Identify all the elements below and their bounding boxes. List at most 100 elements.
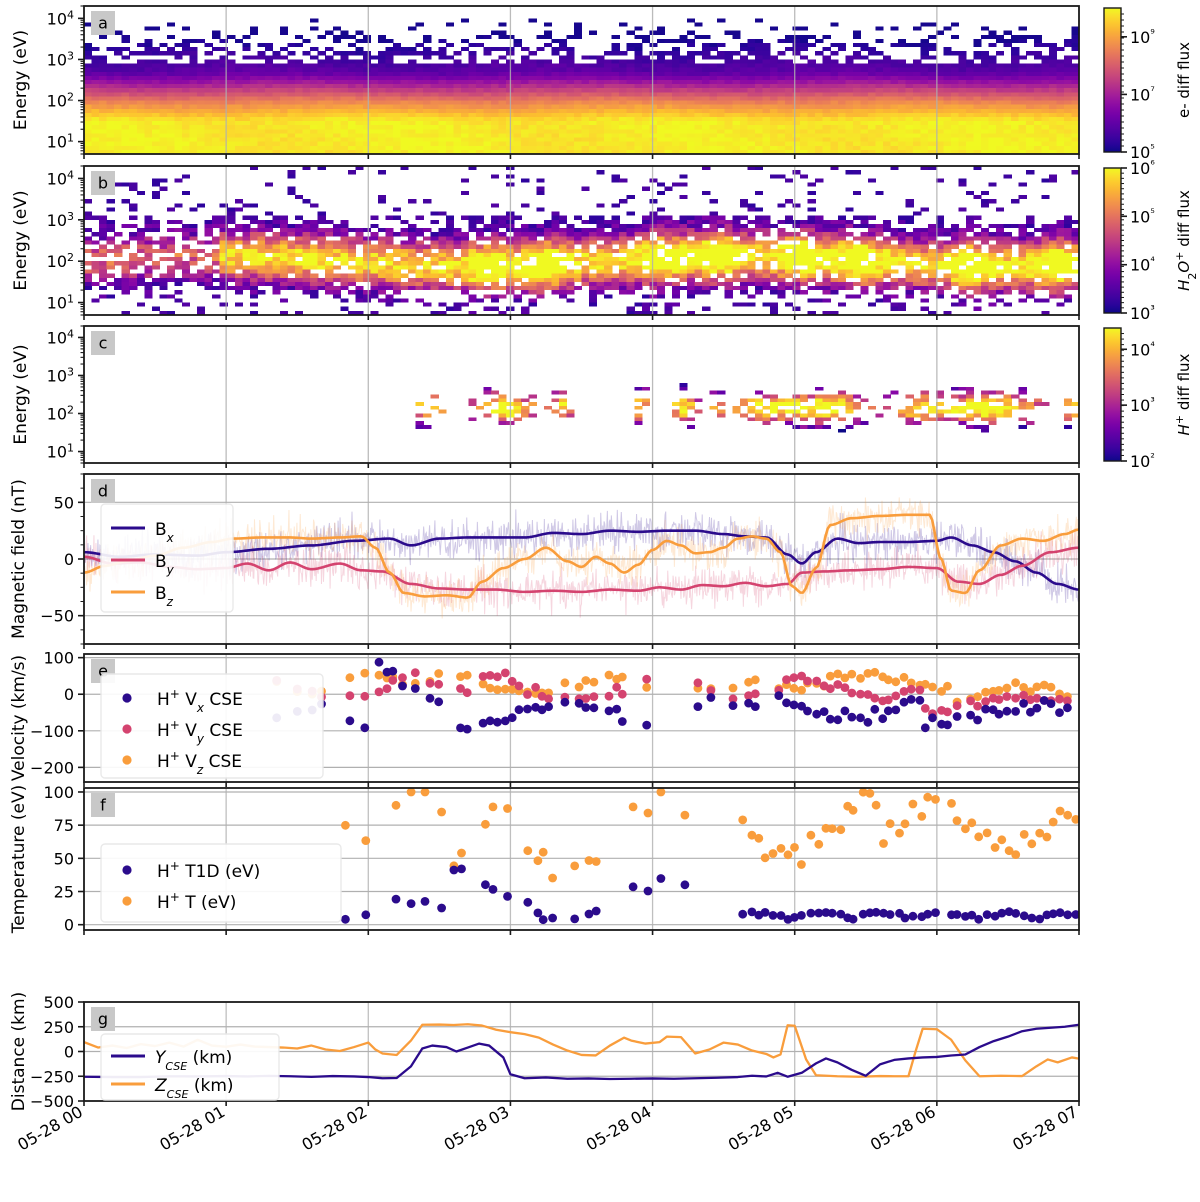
panel-frame bbox=[83, 5, 1080, 155]
scatter-point-t bbox=[1004, 846, 1014, 856]
scatter-point-vz bbox=[797, 685, 806, 695]
scatter-point-vz bbox=[1032, 682, 1042, 692]
scatter-point-vx bbox=[966, 710, 975, 720]
scatter-point-t bbox=[481, 819, 490, 829]
scatter-point-vy bbox=[782, 675, 791, 684]
scatter-point-vy bbox=[706, 686, 716, 695]
scatter-point-vy bbox=[398, 673, 407, 683]
panel-e-velocity: −200 −100 0 100 Velocity (km/s) eH+ Vx CSEH+ … bbox=[9, 649, 1080, 783]
scatter-point-vx bbox=[612, 704, 622, 714]
scatter-point-t bbox=[1035, 828, 1045, 838]
scatter-point-vx bbox=[891, 705, 901, 715]
scatter-point-vy bbox=[952, 701, 962, 711]
scatter-point-vy bbox=[410, 668, 420, 678]
scatter-point-vz bbox=[493, 685, 502, 694]
scatter-point-vz bbox=[1046, 682, 1056, 692]
scatter-point-t1d bbox=[806, 908, 816, 918]
panel-badge bbox=[91, 1007, 115, 1031]
scatter-point-vy bbox=[537, 691, 547, 701]
ytick-label: −250 bbox=[30, 1067, 74, 1086]
ylabel: Magnetic field (nT) bbox=[9, 479, 29, 639]
scatter-point-t bbox=[917, 812, 927, 821]
scatter-point-vz bbox=[937, 687, 946, 696]
ytick-label: 102 bbox=[47, 251, 74, 272]
scatter-point-t bbox=[997, 835, 1007, 845]
scatter-point-t1d bbox=[457, 864, 466, 874]
scatter-point-t1d bbox=[768, 911, 778, 920]
legend-marker-t1d bbox=[122, 865, 132, 875]
scatter-point-vy bbox=[345, 691, 355, 701]
scatter-point-vz bbox=[581, 676, 591, 685]
scatter-point-t1d bbox=[406, 899, 416, 908]
scatter-point-vz bbox=[750, 675, 760, 685]
scatter-point-vx bbox=[928, 713, 937, 723]
scatter-point-vy bbox=[1055, 694, 1064, 704]
scatter-point-t1d bbox=[952, 910, 962, 919]
scatter-point-t1d bbox=[997, 908, 1007, 918]
scatter-point-vx bbox=[706, 693, 716, 702]
scatter-point-t1d bbox=[437, 903, 446, 913]
xtick-label: 05-28 02 bbox=[298, 1102, 370, 1154]
scatter-point-t1d bbox=[900, 913, 910, 923]
scatter-point-vx bbox=[803, 706, 812, 716]
scatter-point-vx bbox=[1046, 699, 1056, 708]
panel-a-spectrogram: 101 102 103 104 Energy (eV) a bbox=[11, 5, 1080, 155]
ytick-label: 103 bbox=[47, 49, 74, 70]
scatter-point-vx bbox=[462, 724, 472, 734]
scatter-point-vx bbox=[693, 702, 703, 711]
scatter-point-t bbox=[827, 824, 837, 833]
ytick-label: −200 bbox=[30, 758, 74, 777]
scatter-point-vx bbox=[1039, 696, 1049, 705]
scatter-point-vz bbox=[642, 683, 652, 692]
scatter-point-vy bbox=[642, 674, 652, 684]
scatter-point-t bbox=[503, 804, 512, 813]
scatter-point-vz bbox=[744, 677, 753, 687]
mag-line-bx bbox=[84, 529, 1079, 591]
scatter-point-vz bbox=[994, 686, 1004, 695]
ylabel: Distance (km) bbox=[9, 992, 29, 1111]
scatter-point-vz bbox=[485, 683, 495, 693]
ylabel-energy: Energy (eV) bbox=[11, 190, 31, 290]
scatter-point-vx bbox=[642, 720, 652, 730]
ylabel-energy: Energy (eV) bbox=[11, 30, 31, 130]
scatter-point-vy bbox=[833, 680, 843, 689]
scatter-point-vy bbox=[531, 682, 540, 692]
scatter-point-t1d bbox=[908, 911, 918, 921]
scatter-point-vx bbox=[789, 700, 799, 710]
scatter-point-vy bbox=[693, 678, 703, 688]
colorbar-tick-label: 10⁴ bbox=[1130, 339, 1155, 360]
ytick-label: 104 bbox=[47, 8, 74, 29]
scatter-point-vy bbox=[1063, 696, 1072, 706]
legend-marker-t bbox=[122, 896, 132, 906]
panel-badge bbox=[91, 793, 115, 817]
scatter-point-vy bbox=[1002, 692, 1012, 701]
ytick-label: −50 bbox=[40, 607, 74, 626]
scatter-point-t1d bbox=[885, 910, 895, 919]
scatter-point-vx bbox=[581, 703, 591, 712]
scatter-point-vx bbox=[478, 718, 488, 728]
scatter-point-vz bbox=[825, 671, 835, 681]
scatter-point-vx bbox=[744, 698, 753, 708]
scatter-point-vy bbox=[1011, 693, 1020, 703]
scatter-point-vz bbox=[345, 673, 355, 683]
scatter-point-vx bbox=[398, 681, 407, 691]
scatter-point-t1d bbox=[1055, 908, 1065, 918]
ytick-label: 75 bbox=[54, 816, 74, 835]
scatter-point-vy bbox=[544, 694, 553, 704]
scatter-point-vz bbox=[856, 674, 865, 683]
scatter-point-t bbox=[967, 818, 977, 828]
scatter-point-vx bbox=[782, 698, 791, 708]
scatter-point-vx bbox=[604, 706, 614, 716]
scatter-point-vy bbox=[500, 668, 510, 678]
scatter-point-vy bbox=[797, 671, 806, 681]
scatter-point-t bbox=[1027, 839, 1037, 849]
scatter-point-t bbox=[760, 853, 770, 863]
scatter-point-t bbox=[790, 843, 799, 852]
scatter-point-vx bbox=[1032, 703, 1042, 713]
scatter-point-vz bbox=[906, 678, 916, 688]
ytick-label: 500 bbox=[43, 993, 74, 1012]
scatter-point-vx bbox=[388, 666, 398, 676]
